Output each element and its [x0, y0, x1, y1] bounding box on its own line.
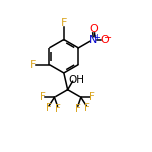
Text: N: N [89, 35, 98, 45]
Text: F: F [61, 18, 67, 28]
Text: F: F [46, 103, 52, 113]
Text: OH: OH [68, 75, 84, 85]
Text: F: F [29, 60, 36, 70]
Text: F: F [84, 103, 90, 113]
Text: F: F [40, 92, 46, 102]
Text: −: − [104, 33, 112, 43]
Text: F: F [55, 104, 61, 114]
Text: F: F [89, 92, 95, 102]
Text: O: O [89, 24, 98, 34]
Text: F: F [74, 104, 80, 114]
Text: +: + [93, 33, 100, 42]
Text: O: O [100, 35, 109, 45]
